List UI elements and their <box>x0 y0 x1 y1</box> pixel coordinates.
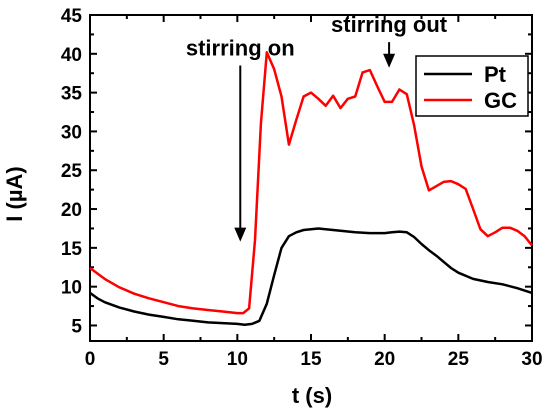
series-line-pt <box>89 227 533 326</box>
annotation-label: stirring on <box>186 35 295 60</box>
y-tick-label: 45 <box>61 6 83 27</box>
y-axis-label: I (µA) <box>2 166 27 221</box>
y-tick-label: 40 <box>61 45 82 66</box>
y-tick-label: 10 <box>61 278 82 299</box>
x-tick-label: 10 <box>227 349 248 370</box>
legend-label: Pt <box>484 62 507 87</box>
annotation-label: stirring out <box>331 12 448 37</box>
legend-label: GC <box>484 88 517 113</box>
y-tick-label: 15 <box>61 239 83 260</box>
y-tick-label: 20 <box>61 200 82 221</box>
x-tick-label: 5 <box>158 349 169 370</box>
x-tick-label: 0 <box>85 349 96 370</box>
series-line-gc <box>89 51 533 315</box>
x-axis-label: t (s) <box>292 383 332 408</box>
annotations: stirring on stirring out <box>186 12 448 242</box>
legend-box <box>415 55 529 117</box>
annotation-arrow-head <box>234 227 247 242</box>
x-tick-label: 30 <box>521 349 542 370</box>
x-tick-label: 20 <box>374 349 395 370</box>
y-tick-label: 25 <box>61 161 83 182</box>
x-tick-label: 15 <box>300 349 322 370</box>
series-layer <box>89 51 533 326</box>
x-tick-label: 25 <box>448 349 470 370</box>
y-tick-label: 35 <box>61 84 83 105</box>
y-tick-label: 30 <box>61 122 82 143</box>
y-tick-label: 5 <box>71 316 82 337</box>
annotation-arrow-head <box>383 53 396 68</box>
